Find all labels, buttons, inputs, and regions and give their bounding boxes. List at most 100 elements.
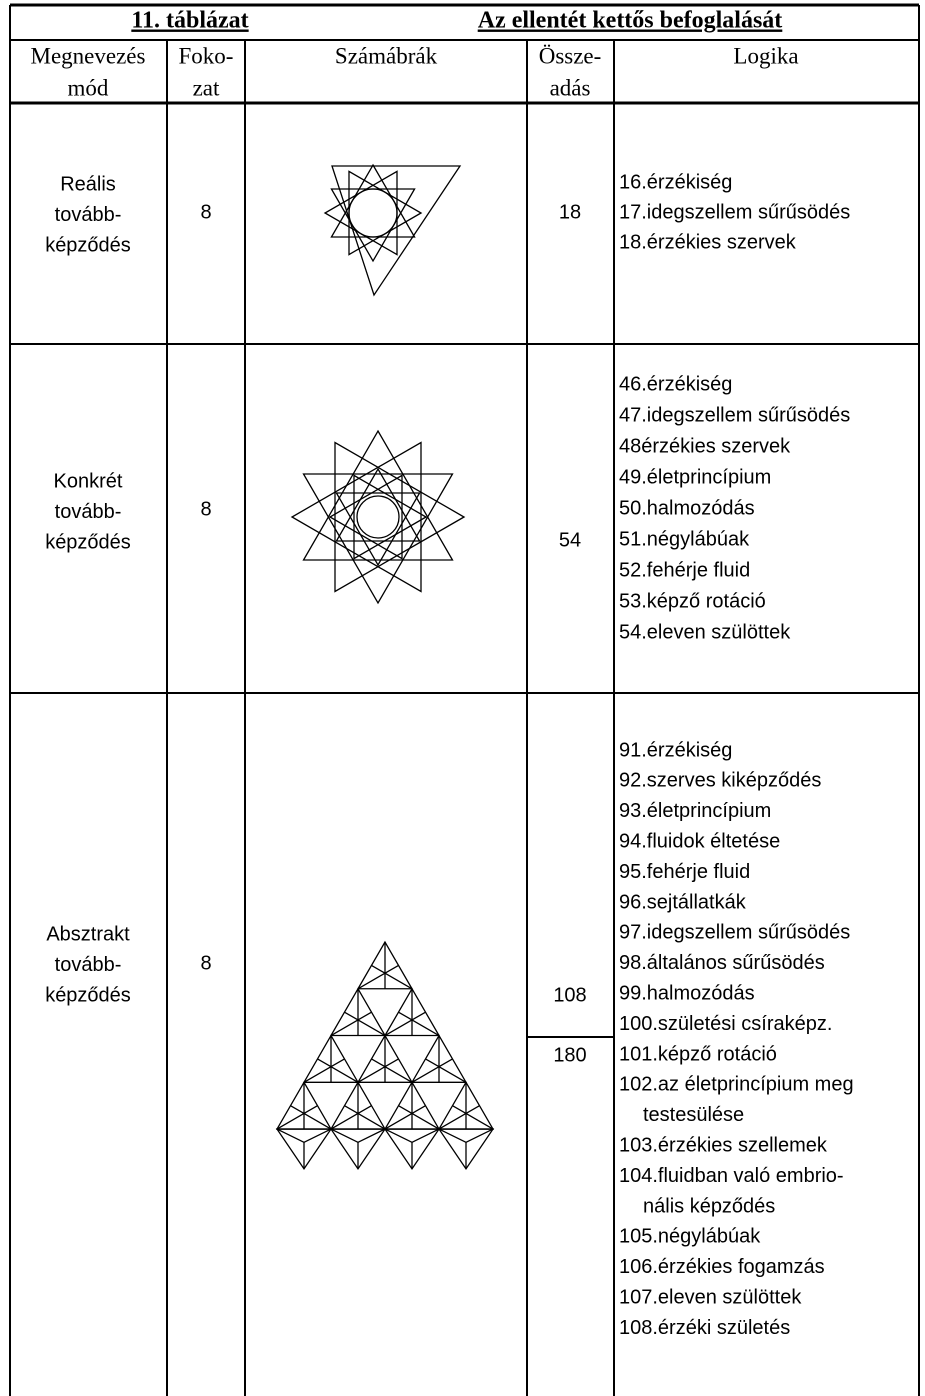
figure-line [438,1058,453,1068]
logic-item: 46.érzékiség [619,373,732,395]
logic-item: 16.érzékiség [619,171,732,193]
row-name: Konkrét [54,470,123,492]
logic-item: 107.eleven szülöttek [619,1286,802,1308]
row-name: tovább- [55,204,122,226]
column-header: Foko- [179,43,234,68]
figure-line [465,1105,480,1115]
logic-item: testesülése [643,1104,744,1126]
figure-line [303,1105,318,1115]
logic-item: 49.életprincípium [619,466,771,488]
figure-line [275,1128,333,1170]
logic-item: 103.érzékies szellemek [619,1134,828,1156]
logic-item: 17.idegszellem sűrűsödés [619,201,850,223]
figure-line [437,1128,495,1170]
figure-line [398,1105,413,1115]
figure-line [383,1128,441,1170]
figure-line [290,1105,305,1115]
figure-line [452,1105,467,1115]
figure-line [344,1011,359,1021]
logic-item: 99.halmozódás [619,982,755,1004]
figure-line [328,474,403,560]
figure-line [344,1105,359,1115]
logic-item: 92.szerves kiképződés [619,770,821,792]
column-header: Megnevezés [31,43,146,68]
figure-line [357,1011,372,1021]
row-name: képződés [45,984,131,1006]
figure-line [302,429,454,561]
table-title: Az ellentét kettős befoglalását [478,8,783,34]
table-rules [9,3,920,1396]
logic-item: 100.születési csíraképz. [619,1013,832,1035]
figure-line [334,441,466,593]
logic-item: 93.életprincípium [619,800,771,822]
logic-item: 47.idegszellem sűrűsödés [619,404,850,426]
logic-item: 18.érzékies szervek [619,231,797,253]
column-header: Össze- [539,43,602,68]
table-number: 11. táblázat [131,8,248,34]
figure-line [348,170,423,256]
figure-line [317,1058,332,1068]
row-grade: 8 [200,201,211,223]
logic-item: 102.az életprincípium meg [619,1074,854,1096]
logic-item: 108.érzéki születés [619,1317,790,1339]
column-header: Logika [733,43,798,68]
figure-line [371,964,386,974]
logic-item: 101.képző rotáció [619,1043,777,1065]
figure-line [335,492,421,567]
logic-item: 48érzékies szervek [619,435,791,457]
row-name: Reális [60,173,116,195]
logic-item: 97.idegszellem sűrűsödés [619,922,850,944]
row-sum: 54 [559,529,581,551]
column-header: adás [550,75,591,100]
logic-item: 52.fehérje fluid [619,559,750,581]
figure-line [290,441,422,593]
row-grade: 8 [200,498,211,520]
figure-line [384,964,399,974]
figure-line [335,467,421,542]
figure-line [302,473,454,605]
logic-item: nális képződés [643,1195,775,1217]
logic-item: 104.fluidban való embrio- [619,1165,844,1187]
row-name: képződés [45,234,131,256]
logic-item: 106.érzékies fogamzás [619,1256,825,1278]
logic-item: 53.képző rotáció [619,590,766,612]
row-name: tovább- [55,954,122,976]
logic-item: 51.négylábúak [619,528,750,550]
logic-item: 54.eleven szülöttek [619,621,791,643]
column-header: zat [193,75,220,100]
figure-circle [348,188,398,238]
figure-line [371,1058,386,1068]
figure-line [330,1058,345,1068]
row-sum: 180 [553,1044,586,1066]
logic-item: 91.érzékiség [619,739,732,761]
logic-item: 98.általános sűrűsödés [619,952,825,974]
row-sum: 108 [553,984,586,1006]
row-name: képződés [45,531,131,553]
logic-item: 50.halmozódás [619,497,755,519]
figure-line [329,1128,387,1170]
logic-item: 95.fehérje fluid [619,861,750,883]
logic-item: 105.négylábúak [619,1226,761,1248]
figure-line [384,1058,399,1068]
row-name: tovább- [55,501,122,523]
figure-line [330,188,416,263]
figure-line [411,1105,426,1115]
column-header: mód [68,75,109,100]
figure-line [425,1058,440,1068]
figure-line [357,1105,372,1115]
row-grade: 8 [200,952,211,974]
column-header: Számábrák [335,43,438,68]
logic-item: 94.fluidok éltetése [619,830,780,852]
row-sum: 18 [559,201,581,223]
figure-line [353,474,428,560]
figure-line [398,1011,413,1021]
figure-line [331,165,462,297]
figure-line [411,1011,426,1021]
logic-item: 96.sejtállatkák [619,891,747,913]
figure-circle [356,495,400,539]
figure-line [323,170,398,256]
figures [275,163,495,1170]
row-name: Absztrakt [46,923,130,945]
